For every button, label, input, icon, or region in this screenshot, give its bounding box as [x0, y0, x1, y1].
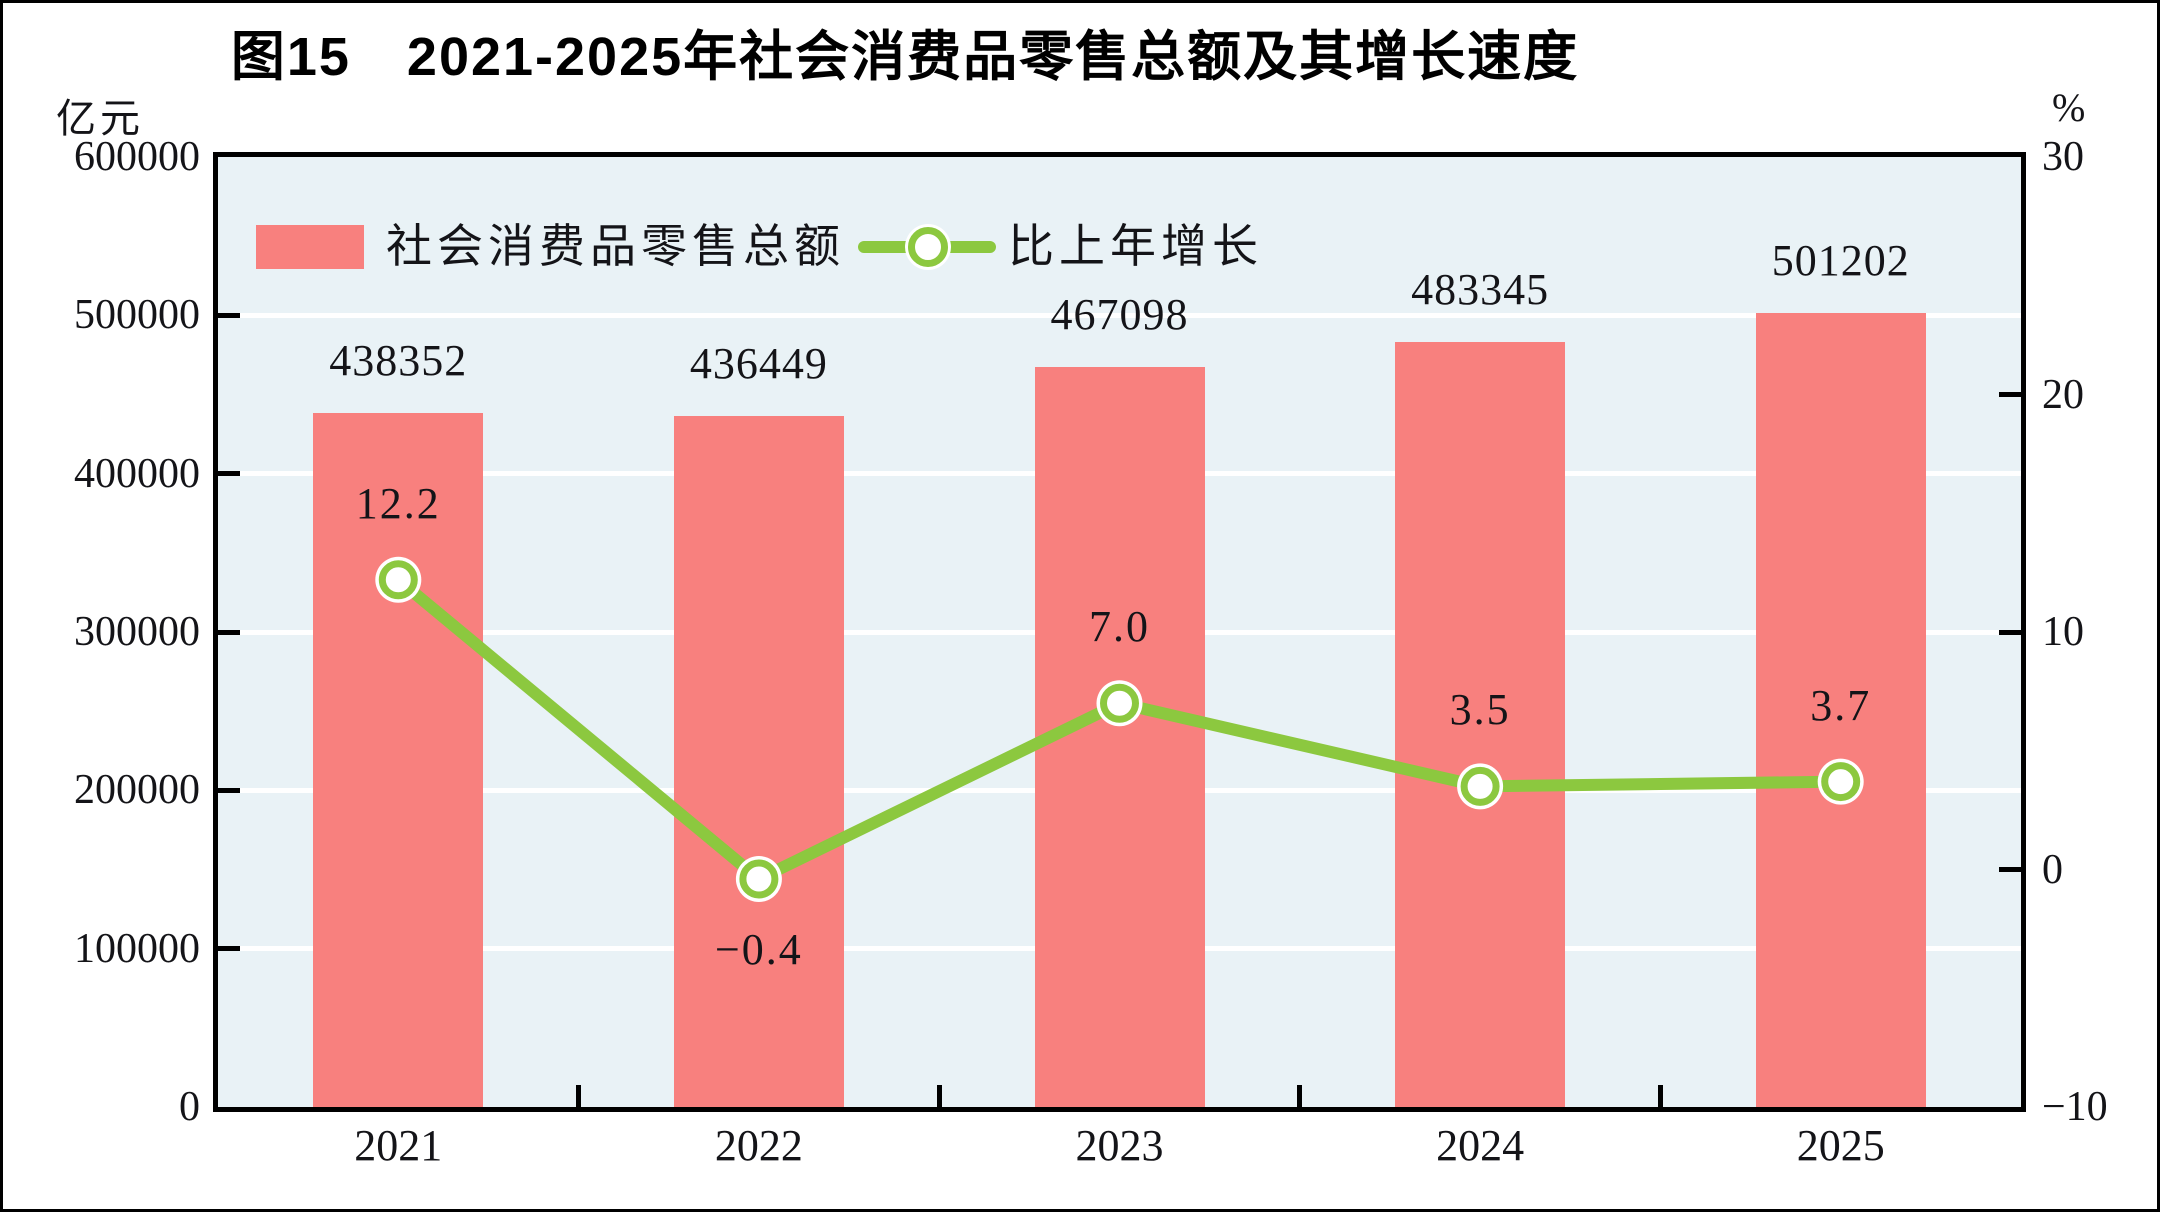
bar-2021: [313, 412, 484, 1107]
growth-value-label: 7.0: [1089, 602, 1150, 652]
x-axis-category-label: 2022: [714, 1121, 803, 1170]
right-axis-tick-label: 10: [2042, 609, 2084, 655]
left-axis-tick-label: 400000: [74, 450, 200, 497]
right-axis-unit-label: %: [2052, 85, 2086, 130]
data-point-marker-icon: [378, 560, 418, 600]
x-axis-category-label: 2023: [1075, 1121, 1164, 1170]
bar-2025: [1755, 313, 1926, 1107]
x-axis-tick: [576, 1085, 582, 1107]
left-axis-tick: [218, 471, 240, 477]
legend-line-swatch: [858, 227, 996, 267]
chart-title: 图15 2021-2025年社会消费品零售总额及其增长速度: [230, 27, 1580, 87]
plot-area: 社会消费品零售总额 比上年增长 438352 436449 467098 483345…: [213, 152, 2026, 1112]
x-axis-tick: [936, 1085, 942, 1107]
growth-value-label: 3.5: [1449, 685, 1511, 735]
left-axis-tick-label: 0: [179, 1084, 200, 1130]
left-axis-tick-label: 300000: [74, 609, 200, 655]
right-axis-tick: [1999, 629, 2021, 635]
left-axis-tick-label: 200000: [74, 767, 200, 814]
x-axis-category-label: 2025: [1796, 1121, 1885, 1170]
bar-2024: [1395, 341, 1566, 1107]
right-axis-tick-label: −10: [2042, 1084, 2108, 1130]
gridline: [218, 312, 2021, 318]
bar-value-label: 483345: [1411, 264, 1550, 314]
data-point-marker-icon: [1100, 683, 1139, 723]
x-axis-category-label: 2024: [1436, 1121, 1525, 1170]
left-axis-tick: [218, 312, 240, 318]
growth-line-series: [375, 556, 1864, 902]
right-axis-tick: [1999, 867, 2021, 872]
x-axis-tick: [1297, 1085, 1303, 1107]
growth-value-label: 12.2: [355, 478, 441, 528]
right-axis-tick: [1999, 392, 2021, 397]
bar-value-label: 467098: [1050, 290, 1189, 340]
left-axis-unit-label: 亿元: [56, 96, 144, 141]
x-axis-tick: [1657, 1085, 1663, 1107]
legend-line-label: 比上年增长: [1008, 221, 1263, 272]
legend-bar-swatch: [256, 225, 364, 269]
bar-2022: [673, 415, 844, 1107]
right-axis-tick-label: 0: [2042, 846, 2063, 893]
left-axis-tick: [218, 629, 240, 635]
growth-value-label: −0.4: [714, 925, 803, 974]
left-axis-tick-label: 500000: [74, 292, 200, 339]
data-point-marker-icon: [739, 859, 779, 899]
bar-value-label: 438352: [329, 335, 468, 385]
data-point-marker-icon: [1821, 762, 1861, 802]
right-axis-tick-label: 20: [2042, 371, 2084, 418]
legend-line-marker-icon: [908, 227, 948, 267]
right-axis-tick-label: 30: [2042, 134, 2084, 180]
legend-bar-label: 社会消费品零售总额: [386, 221, 845, 272]
growth-value-label: 3.7: [1810, 680, 1872, 730]
x-axis-category-label: 2021: [354, 1121, 443, 1170]
left-axis-tick: [218, 946, 240, 952]
bar-value-label: 436449: [689, 338, 828, 388]
left-axis-tick-label: 100000: [74, 925, 200, 972]
left-axis-tick-label: 600000: [74, 134, 200, 180]
left-axis-tick: [218, 787, 240, 793]
data-point-marker-icon: [1460, 766, 1500, 806]
bar-value-label: 501202: [1771, 236, 1910, 286]
